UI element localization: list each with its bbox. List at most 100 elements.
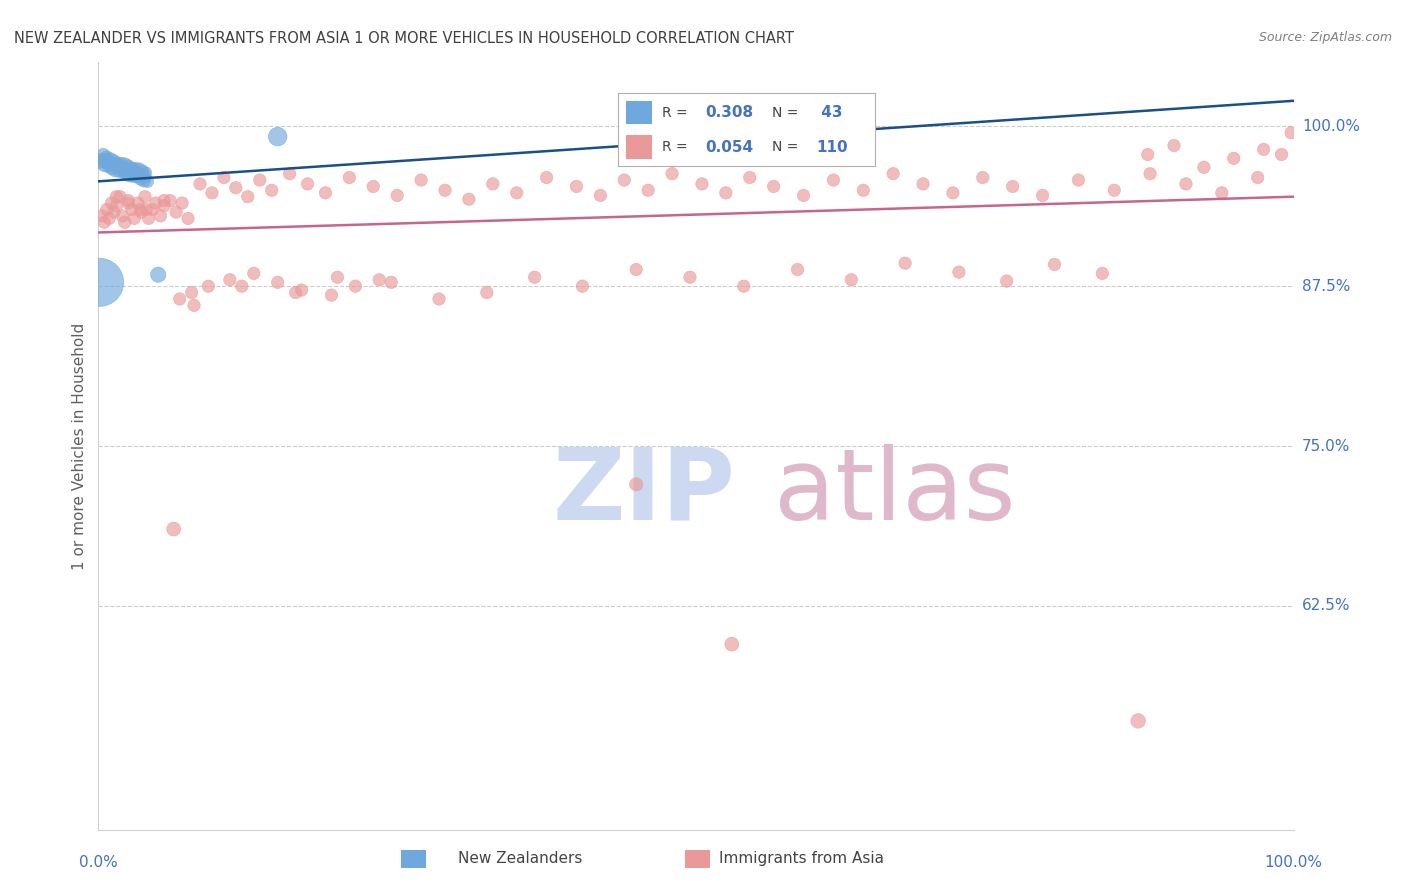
Point	[125, 170, 148, 185]
Point	[679, 270, 702, 285]
Point	[894, 256, 917, 270]
Point	[134, 169, 156, 184]
Point	[91, 147, 114, 161]
Point	[1136, 147, 1159, 161]
Text: 62.5%: 62.5%	[1302, 599, 1350, 614]
Point	[115, 162, 138, 177]
Point	[108, 190, 131, 204]
Point	[458, 192, 481, 206]
Text: Source: ZipAtlas.com: Source: ZipAtlas.com	[1258, 31, 1392, 45]
Point	[1139, 167, 1161, 181]
Point	[326, 270, 349, 285]
Point	[1091, 266, 1114, 280]
Point	[721, 637, 744, 651]
Point	[786, 262, 808, 277]
Point	[385, 188, 409, 202]
Point	[571, 279, 593, 293]
Point	[90, 155, 112, 169]
Text: 100.0%: 100.0%	[1264, 855, 1323, 870]
Point	[111, 165, 134, 179]
Point	[291, 283, 314, 297]
Point	[188, 177, 211, 191]
Point	[132, 173, 155, 187]
Point	[363, 179, 385, 194]
Point	[948, 265, 970, 279]
Point	[475, 285, 498, 300]
Point	[131, 168, 153, 182]
Point	[177, 211, 200, 226]
Point	[995, 274, 1018, 288]
Point	[249, 173, 271, 187]
Point	[118, 168, 141, 182]
Point	[1175, 177, 1198, 191]
Point	[368, 273, 391, 287]
Point	[762, 179, 785, 194]
Point	[201, 186, 224, 200]
Point	[89, 276, 111, 290]
Point	[321, 288, 343, 302]
Point	[120, 164, 142, 178]
Point	[690, 177, 713, 191]
Point	[108, 161, 131, 175]
Point	[911, 177, 934, 191]
Point	[589, 188, 612, 202]
Point	[127, 196, 149, 211]
Point	[793, 188, 815, 202]
Point	[117, 196, 139, 211]
Point	[536, 170, 558, 185]
Point	[96, 150, 118, 164]
Point	[107, 164, 129, 178]
Point	[411, 173, 433, 187]
Point	[172, 196, 194, 211]
Point	[121, 202, 143, 217]
Point	[124, 211, 146, 226]
Text: 0.0%: 0.0%	[79, 855, 118, 870]
Point	[267, 129, 290, 144]
Point	[96, 202, 118, 217]
Point	[153, 199, 176, 213]
Point	[1223, 152, 1246, 166]
Point	[236, 190, 259, 204]
Point	[153, 194, 176, 208]
Point	[344, 279, 367, 293]
Point	[138, 211, 160, 226]
Point	[148, 268, 170, 282]
Text: NEW ZEALANDER VS IMMIGRANTS FROM ASIA 1 OR MORE VEHICLES IN HOUSEHOLD CORRELATIO: NEW ZEALANDER VS IMMIGRANTS FROM ASIA 1 …	[14, 31, 794, 46]
Point	[339, 170, 361, 185]
Point	[315, 186, 337, 200]
Point	[1104, 183, 1126, 197]
Point	[225, 180, 247, 194]
Point	[972, 170, 994, 185]
Point	[105, 199, 128, 213]
Point	[1253, 142, 1275, 156]
Text: New Zealanders: New Zealanders	[458, 851, 582, 865]
Point	[117, 159, 139, 173]
Point	[626, 262, 648, 277]
Point	[284, 285, 307, 300]
Point	[122, 169, 145, 184]
Point	[115, 167, 138, 181]
Point	[1211, 186, 1233, 200]
Point	[141, 202, 163, 217]
Point	[434, 183, 457, 197]
Point	[111, 209, 134, 223]
Point	[98, 211, 121, 226]
Point	[129, 171, 152, 186]
Point	[105, 190, 128, 204]
Point	[105, 159, 128, 173]
Point	[91, 209, 114, 223]
Point	[297, 177, 319, 191]
Point	[183, 298, 205, 312]
Point	[103, 153, 125, 168]
Point	[565, 179, 588, 194]
Point	[1192, 161, 1215, 175]
Point	[1279, 126, 1302, 140]
Point	[1032, 188, 1054, 202]
Point	[128, 162, 150, 177]
Point	[145, 196, 167, 211]
Point	[114, 215, 136, 229]
Point	[180, 285, 202, 300]
Point	[124, 165, 146, 179]
Point	[267, 276, 290, 290]
Point	[131, 205, 153, 219]
